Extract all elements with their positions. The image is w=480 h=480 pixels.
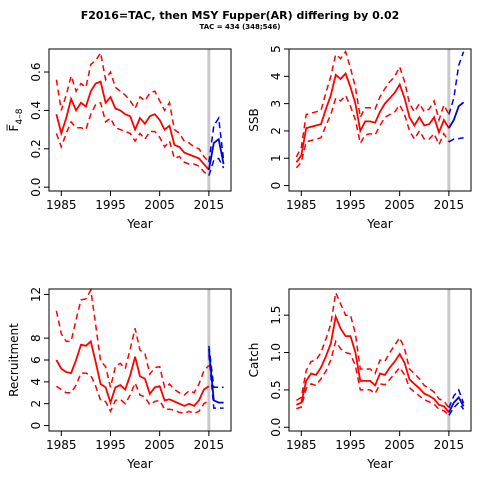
plot-frame	[48, 48, 232, 192]
x-tick-label: 2005	[384, 438, 415, 452]
y-tick-label: 0	[269, 182, 283, 190]
plot-frame	[288, 48, 472, 192]
x-tick-label: 1995	[95, 198, 126, 212]
panel-3: 1985 1995 2005 2015 0 2 4 6 8 12 Year Recruitment	[7, 287, 232, 471]
y-tick-label: 0.0	[269, 418, 283, 437]
x-tick-label: 1985	[46, 438, 77, 452]
y-tick-label: 0	[29, 422, 43, 430]
projection-estimate	[208, 137, 225, 171]
panel-4: 1985 1995 2005 2015 0.0 0.5 1.0 1.5 Year Catch	[247, 288, 472, 471]
y-tick-label: 0.6	[29, 62, 43, 81]
y-axis-label: Catch	[247, 343, 261, 378]
y-tick-label: 3	[269, 100, 283, 108]
y-tick-label: 0.2	[29, 139, 43, 158]
x-tick-label: 2005	[384, 198, 415, 212]
projection-estimate	[208, 349, 224, 404]
y-axis-label-subscript: 4–8	[15, 108, 25, 124]
y-tick-label: 6	[29, 356, 43, 364]
projection-estimate	[448, 395, 465, 413]
series-estimate	[55, 339, 210, 407]
x-tick-label: 1985	[286, 438, 317, 452]
series-upper-ci	[55, 50, 210, 163]
y-tick-label: 0.0	[29, 178, 43, 197]
series-lower-ci	[295, 94, 450, 169]
series-lower-ci	[55, 101, 210, 177]
projection-upper-ci	[208, 115, 225, 163]
y-axis-label: SSB	[247, 108, 261, 131]
y-axis-label: F̅4–8	[6, 108, 25, 131]
x-tick-label: 1985	[286, 198, 317, 212]
series-lower-ci	[55, 372, 210, 415]
x-tick-label: 1995	[335, 438, 366, 452]
x-axis-label: Year	[366, 457, 392, 471]
y-axis-label: Recruitment	[7, 323, 21, 397]
y-tick-label: 1	[269, 154, 283, 162]
y-tick-label: 1.5	[269, 306, 283, 325]
chart-subtitle: TAC = 434 (348;546)	[199, 23, 281, 31]
y-tick-label: 0.4	[29, 101, 43, 120]
projection-lower-ci	[208, 354, 224, 409]
x-axis-label: Year	[126, 457, 152, 471]
x-tick-label: 2015	[434, 438, 465, 452]
x-tick-label: 1995	[335, 198, 366, 212]
x-axis-label: Year	[366, 217, 392, 231]
series-upper-ci	[55, 287, 210, 396]
y-tick-label: 1.0	[269, 343, 283, 362]
plot-frame	[288, 288, 472, 432]
y-tick-label: 12	[29, 287, 43, 302]
x-tick-label: 2005	[144, 198, 175, 212]
panel-2: 1985 1995 2005 2015 0 1 2 3 4 5 Year SSB	[247, 45, 472, 231]
x-tick-label: 2005	[144, 438, 175, 452]
x-tick-label: 1985	[46, 198, 77, 212]
projection-lower-ci	[448, 137, 464, 143]
series-estimate	[55, 80, 210, 171]
projection-upper-ci	[448, 51, 465, 115]
chart-title: F2016=TAC, then MSY Fupper(AR) differing…	[80, 9, 400, 22]
projection-estimate	[448, 101, 465, 129]
projection-lower-ci	[448, 401, 465, 416]
x-axis-label: Year	[126, 217, 152, 231]
y-tick-label: 2	[29, 400, 43, 408]
y-tick-label: 4	[269, 72, 283, 80]
x-tick-label: 2015	[194, 198, 225, 212]
series-estimate	[296, 313, 450, 413]
series-lower-ci	[296, 339, 450, 416]
y-tick-label: 8	[29, 334, 43, 342]
series-upper-ci	[296, 290, 450, 409]
panel-1: 1985 1995 2005 2015 0.0 0.2 0.4 0.6 Year F̅4–8	[6, 48, 232, 231]
y-tick-label: 2	[269, 127, 283, 135]
y-tick-label: 0.5	[269, 380, 283, 399]
series-estimate	[295, 71, 450, 163]
y-tick-label: 5	[269, 45, 283, 53]
x-tick-label: 2015	[194, 438, 225, 452]
x-tick-label: 2015	[434, 198, 465, 212]
series-upper-ci	[295, 50, 450, 158]
x-tick-label: 1995	[95, 438, 126, 452]
y-tick-label: 4	[29, 378, 43, 386]
